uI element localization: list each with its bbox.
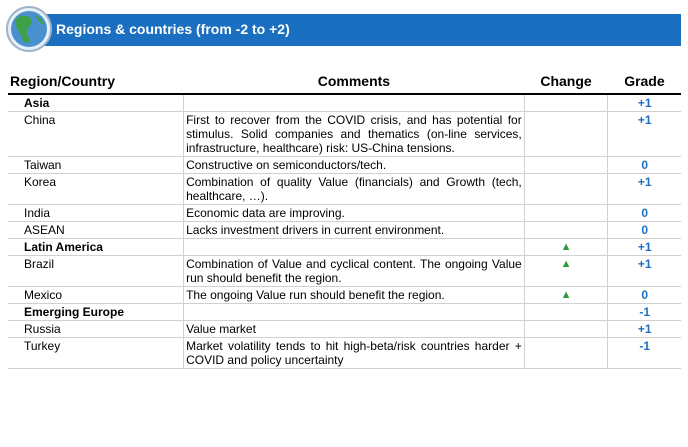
- globe-icon: [6, 6, 52, 52]
- regions-table: Region/Country Comments Change Grade Asi…: [8, 73, 681, 369]
- region-cell: Mexico: [24, 288, 63, 302]
- grade-cell: 0: [607, 156, 681, 174]
- region-cell: Korea: [24, 175, 57, 189]
- change-cell: [523, 337, 608, 369]
- comment-cell: Economic data are improving.: [183, 204, 525, 222]
- grade-cell: +1: [607, 238, 681, 256]
- change-cell: [523, 94, 608, 112]
- column-header-comments: Comments: [317, 73, 391, 89]
- grade-cell: +1: [607, 94, 681, 112]
- grade-cell: +1: [607, 255, 681, 287]
- country-row: China First to recover from the COVID cri…: [8, 111, 681, 157]
- comment-cell: Combination of Value and cyclical conten…: [183, 255, 525, 287]
- grade-cell: +1: [607, 173, 681, 205]
- comment-cell: First to recover from the COVID crisis, …: [183, 111, 525, 157]
- country-row: India Economic data are improving. 0: [8, 204, 681, 222]
- grade-cell: 0: [607, 204, 681, 222]
- change-cell: [523, 303, 608, 321]
- region-cell: Turkey: [24, 339, 61, 353]
- region-group-row: Emerging Europe -1: [8, 303, 681, 321]
- country-row: Taiwan Constructive on semiconductors/tec…: [8, 156, 681, 174]
- comment-cell: [183, 238, 525, 256]
- change-up-icon: ▲: [523, 286, 608, 304]
- change-cell: [523, 204, 608, 222]
- grade-cell: +1: [607, 111, 681, 157]
- region-cell: Asia: [24, 96, 50, 110]
- change-up-icon: ▲: [523, 255, 608, 287]
- comment-cell: Market volatility tends to hit high-beta…: [183, 337, 525, 369]
- change-cell: [523, 111, 608, 157]
- comment-cell: Combination of quality Value (financials…: [183, 173, 525, 205]
- comment-cell: [183, 94, 525, 112]
- country-row: Korea Combination of quality Value (finan…: [8, 173, 681, 205]
- table-body: Asia +1 China First to recover from the COV…: [8, 94, 681, 369]
- grade-cell: -1: [607, 337, 681, 369]
- region-cell: India: [24, 206, 51, 220]
- region-cell: Brazil: [24, 257, 55, 271]
- column-header-grade: Grade: [624, 73, 665, 89]
- country-row: Turkey Market volatility tends to hit hig…: [8, 337, 681, 369]
- region-cell: ASEAN: [24, 223, 65, 237]
- comment-cell: Value market: [183, 320, 525, 338]
- comment-cell: Lacks investment drivers in current envi…: [183, 221, 525, 239]
- comment-cell: Constructive on semiconductors/tech.: [183, 156, 525, 174]
- region-group-row: Asia +1: [8, 94, 681, 112]
- column-header-change: Change: [540, 73, 592, 89]
- grade-cell: 0: [607, 286, 681, 304]
- country-row: Russia Value market +1: [8, 320, 681, 338]
- grade-cell: +1: [607, 320, 681, 338]
- region-cell: Russia: [24, 322, 61, 336]
- page-title: Regions & countries (from -2 to +2): [56, 21, 290, 37]
- region-cell: Taiwan: [24, 158, 62, 172]
- change-cell: [523, 156, 608, 174]
- change-cell: [523, 173, 608, 205]
- column-header-region: Region/Country: [10, 73, 115, 89]
- grade-cell: 0: [607, 221, 681, 239]
- change-cell: [523, 221, 608, 239]
- comment-cell: [183, 303, 525, 321]
- change-cell: [523, 320, 608, 338]
- country-row: Brazil Combination of Value and cyclical …: [8, 255, 681, 287]
- region-cell: Latin America: [24, 240, 103, 254]
- country-row: Mexico The ongoing Value run should benef…: [8, 286, 681, 304]
- region-cell: China: [24, 113, 56, 127]
- grade-cell: -1: [607, 303, 681, 321]
- header-banner: Regions & countries (from -2 to +2): [26, 14, 681, 46]
- table-header-row: Region/Country Comments Change Grade: [8, 73, 681, 94]
- comment-cell: The ongoing Value run should benefit the…: [183, 286, 525, 304]
- country-row: ASEAN Lacks investment drivers in current…: [8, 221, 681, 239]
- region-cell: Emerging Europe: [24, 305, 125, 319]
- change-up-icon: ▲: [523, 238, 608, 256]
- region-group-row: Latin America ▲ +1: [8, 238, 681, 256]
